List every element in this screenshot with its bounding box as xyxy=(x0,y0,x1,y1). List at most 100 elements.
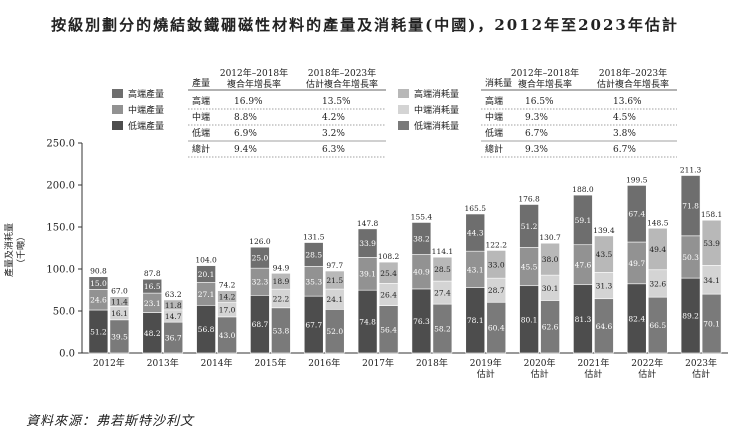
consumption-segment-label: 52.0 xyxy=(326,327,343,336)
production-segment-label: 48.2 xyxy=(144,329,161,338)
consumption-segment-label: 26.4 xyxy=(380,291,397,300)
production-total-label: 126.0 xyxy=(249,237,271,246)
production-segment-label: 71.8 xyxy=(682,202,699,211)
consumption-segment-label: 14.7 xyxy=(165,312,182,321)
production-segment-label: 49.7 xyxy=(628,259,645,268)
consumption-cagr-header: 複合年增長率 xyxy=(518,78,572,90)
production-bar-segment xyxy=(680,175,701,237)
consumption-total-label: 67.0 xyxy=(111,287,128,296)
consumption-segment-label: 11.8 xyxy=(165,301,182,310)
production-total-label: 165.5 xyxy=(465,204,487,213)
consumption-bar-segment xyxy=(594,235,614,273)
production-cagr-header: 2018年–2023年 xyxy=(308,67,376,79)
production-bar-segment xyxy=(196,265,216,283)
consumption-bar-segment xyxy=(432,256,453,282)
production-cagr-cell: 3.2% xyxy=(322,129,345,139)
production-segment-label: 67.4 xyxy=(628,210,645,219)
consumption-segment-label: 34.1 xyxy=(703,276,720,285)
consumption-segment-label: 43.5 xyxy=(596,250,613,259)
x-tick-label: 2013年 xyxy=(147,357,179,369)
consumption-bar-segment xyxy=(271,272,291,290)
legend-swatch-production xyxy=(112,121,123,130)
production-cagr-header: 2012年–2018年 xyxy=(220,67,288,79)
production-total-label: 87.8 xyxy=(144,269,161,278)
production-segment-label: 28.5 xyxy=(305,251,322,260)
production-bar-segment xyxy=(411,222,432,255)
consumption-segment-label: 27.4 xyxy=(434,289,451,298)
production-bar-segment xyxy=(626,185,647,243)
production-bar-segment xyxy=(573,194,593,246)
production-cagr-cell: 總計 xyxy=(192,143,210,155)
legend-swatch-production xyxy=(112,89,123,98)
production-bar-segment xyxy=(357,228,378,258)
y-tick-label: 50.0 xyxy=(53,307,75,318)
production-total-label: 104.0 xyxy=(195,256,217,265)
consumption-segment-label: 64.6 xyxy=(596,322,613,331)
consumption-bar-segment xyxy=(540,242,560,276)
consumption-total-label: 97.7 xyxy=(326,261,343,270)
production-segment-label: 25.0 xyxy=(252,254,269,263)
y-tick-label: 250.0 xyxy=(46,139,75,150)
production-cagr-cell: 6.9% xyxy=(234,129,257,139)
consumption-segment-label: 28.5 xyxy=(434,265,451,274)
consumption-cagr-header: 2018年–2023年 xyxy=(599,67,667,79)
y-axis-unit: （千噸） xyxy=(15,232,27,268)
y-tick-label: 200.0 xyxy=(46,181,75,192)
consumption-segment-label: 43.0 xyxy=(219,331,236,340)
production-total-label: 176.8 xyxy=(518,194,540,203)
production-cagr-cell: 4.2% xyxy=(322,113,345,123)
legend-swatch-consumption xyxy=(398,105,409,114)
consumption-cagr-cell: 16.5% xyxy=(525,97,554,107)
production-segment-label: 45.5 xyxy=(521,263,538,272)
y-axis-label: 產量及消耗量 xyxy=(3,223,15,277)
legend-label-production: 中端產量 xyxy=(128,104,164,116)
production-segment-label: 15.0 xyxy=(90,279,107,288)
production-segment-label: 23.1 xyxy=(144,299,161,308)
consumption-cagr-cell: 低端 xyxy=(485,127,503,139)
legend-label-consumption: 低端消耗量 xyxy=(414,120,459,132)
consumption-total-label: 94.9 xyxy=(273,263,290,272)
production-cagr-cell: 6.3% xyxy=(322,145,345,155)
production-total-label: 188.0 xyxy=(572,185,594,194)
production-segment-label: 82.4 xyxy=(628,314,645,323)
production-segment-label: 20.1 xyxy=(198,270,215,279)
production-segment-label: 74.8 xyxy=(359,318,376,327)
consumption-segment-label: 62.6 xyxy=(542,323,559,332)
consumption-segment-label: 33.0 xyxy=(488,260,505,269)
production-cagr-cell: 8.8% xyxy=(234,113,257,123)
consumption-segment-label: 60.4 xyxy=(488,324,505,333)
consumption-segment-label: 22.2 xyxy=(273,294,290,303)
consumption-segment-label: 38.0 xyxy=(542,255,559,264)
consumption-total-label: 130.7 xyxy=(539,233,561,242)
consumption-segment-label: 11.4 xyxy=(111,298,128,307)
consumption-cagr-cell: 3.8% xyxy=(613,129,636,139)
production-segment-label: 56.8 xyxy=(198,325,215,334)
consumption-cagr-cell: 高端 xyxy=(485,95,503,107)
x-tick-label: 2012年 xyxy=(93,357,125,369)
consumption-segment-label: 17.0 xyxy=(219,306,236,315)
consumption-total-label: 158.1 xyxy=(701,210,722,219)
consumption-bar-segment xyxy=(378,261,399,284)
x-tick-label: 估計 xyxy=(638,368,656,380)
production-total-label: 147.8 xyxy=(357,219,379,228)
consumption-segment-label: 24.1 xyxy=(326,295,343,304)
consumption-total-label: 122.2 xyxy=(486,240,508,249)
consumption-total-label: 148.5 xyxy=(647,218,669,227)
consumption-cagr-header: 估計複合年增長率 xyxy=(597,78,669,90)
x-tick-label: 2023年 xyxy=(685,357,717,369)
production-segment-label: 68.7 xyxy=(252,320,269,329)
production-total-label: 211.3 xyxy=(680,166,702,175)
x-tick-label: 估計 xyxy=(584,368,602,380)
production-segment-label: 39.1 xyxy=(359,270,376,279)
production-cagr-header: 估計複合年增長率 xyxy=(306,78,378,90)
x-tick-label: 2019年 xyxy=(470,357,502,369)
legend-swatch-production xyxy=(112,105,123,114)
x-tick-label: 估計 xyxy=(477,368,495,380)
production-segment-label: 27.1 xyxy=(198,290,215,299)
legend-swatch-consumption xyxy=(398,89,409,98)
production-segment-label: 40.9 xyxy=(413,268,430,277)
consumption-segment-label: 56.4 xyxy=(380,325,397,334)
production-cagr-cell: 9.4% xyxy=(234,145,257,155)
production-segment-label: 33.9 xyxy=(359,239,376,248)
chart-title: 按級別劃分的燒結釹鐵硼磁性材料的產量及消耗量(中國)，2012年至2023年估計 xyxy=(51,16,679,34)
